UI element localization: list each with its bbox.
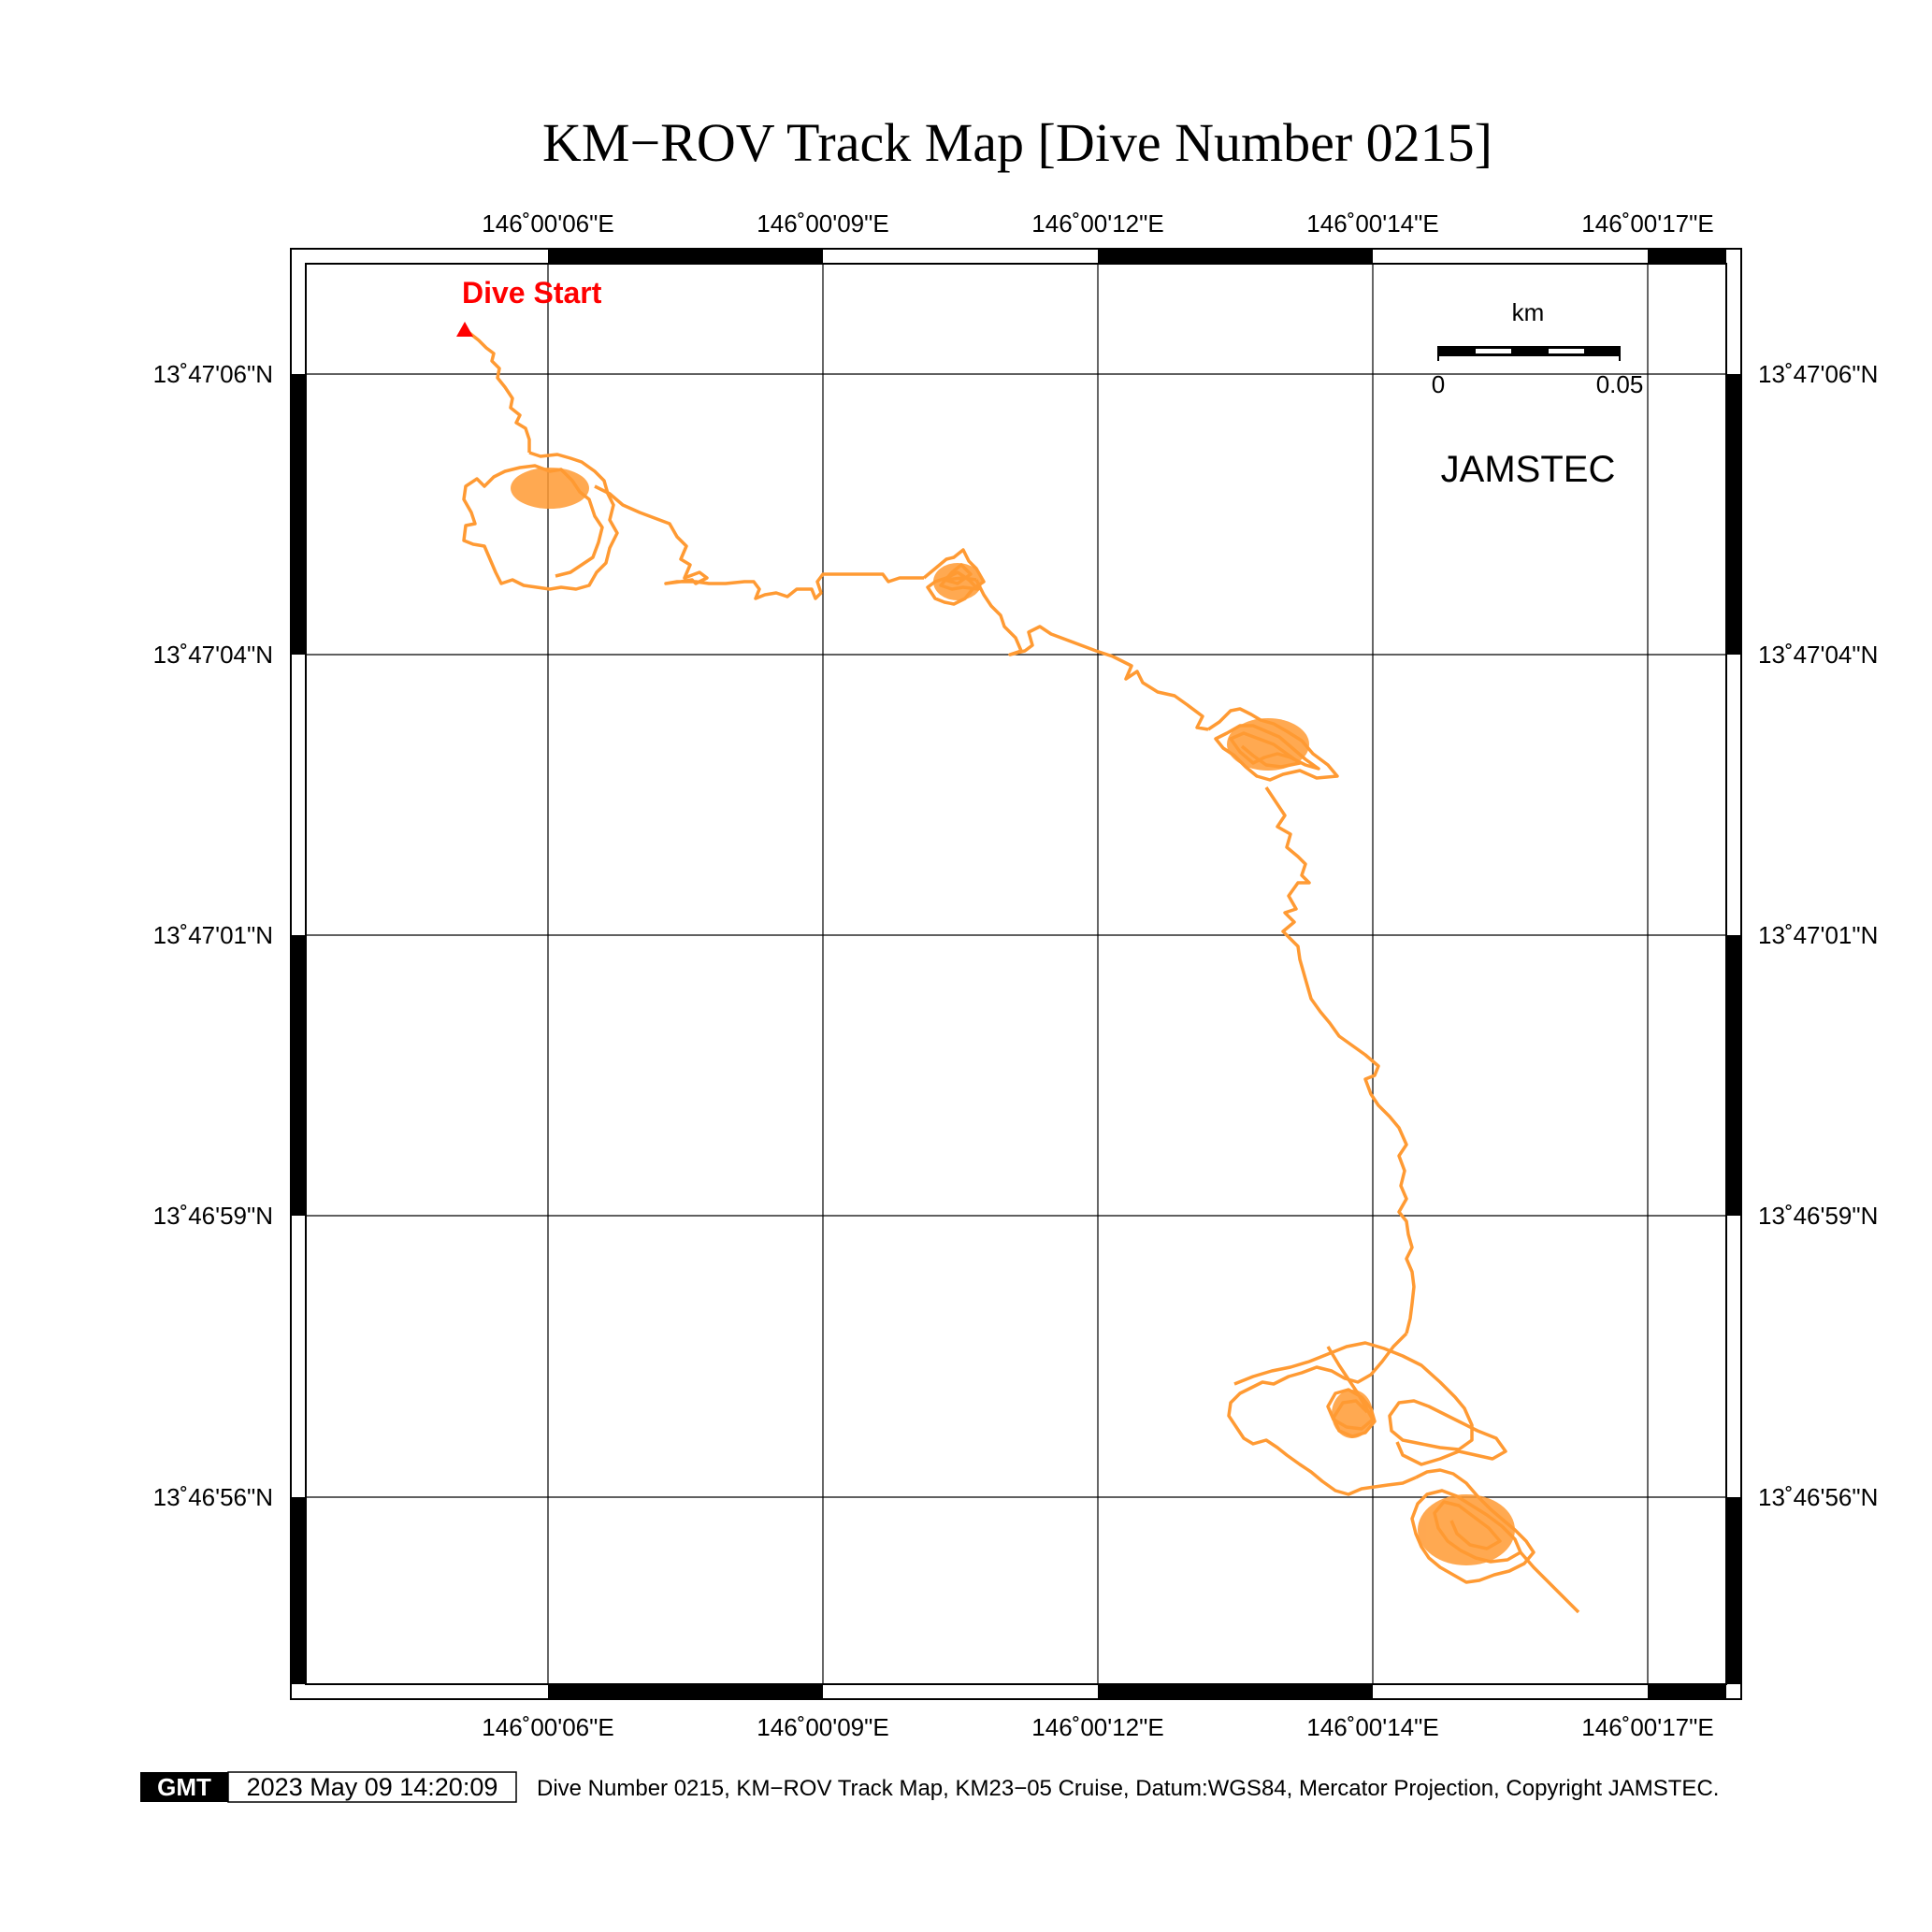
footer: GMT 2023 May 09 14:20:09 Dive Number 021…	[140, 1771, 1719, 1803]
gmt-logo: GMT	[140, 1772, 228, 1802]
scale-bar: km 0 0.05	[1432, 298, 1644, 398]
lon-label-top: 146˚00'17"E	[1581, 209, 1713, 238]
lat-label-right: 13˚47'04"N	[1758, 641, 1878, 669]
map-frame	[290, 248, 1742, 1700]
track-segment-transit-1	[594, 484, 924, 600]
lat-label-left: 13˚47'01"N	[153, 921, 273, 949]
lon-labels-bottom: 146˚00'06"E 146˚00'09"E 146˚00'12"E 146˚…	[482, 1713, 1713, 1741]
lon-label-bottom: 146˚00'06"E	[482, 1713, 613, 1741]
lat-label-right: 13˚47'01"N	[1758, 921, 1878, 949]
footer-timestamp: 2023 May 09 14:20:09	[247, 1773, 498, 1801]
track-segment-cluster-3	[1227, 1332, 1417, 1496]
jamstec-label: JAMSTEC	[1441, 449, 1616, 490]
lon-label-top: 146˚00'12"E	[1031, 209, 1163, 238]
scale-unit: km	[1512, 298, 1545, 326]
lon-label-bottom: 146˚00'12"E	[1031, 1713, 1163, 1741]
dive-start-marker: Dive Start	[456, 276, 602, 337]
lat-labels-left: 13˚47'06"N 13˚47'04"N 13˚47'01"N 13˚46'5…	[153, 360, 273, 1511]
track-segment-descent	[468, 331, 531, 453]
lat-label-left: 13˚46'56"N	[153, 1483, 273, 1511]
lat-label-right: 13˚47'06"N	[1758, 360, 1878, 388]
gmt-logo-text: GMT	[157, 1773, 211, 1801]
lat-label-right: 13˚46'59"N	[1758, 1202, 1878, 1230]
scale-min-label: 0	[1432, 370, 1445, 398]
lat-label-left: 13˚47'06"N	[153, 360, 273, 388]
lat-label-left: 13˚46'59"N	[153, 1202, 273, 1230]
dive-start-label: Dive Start	[462, 276, 602, 310]
track-segment-transit-3	[1264, 786, 1416, 1334]
lon-label-bottom: 146˚00'14"E	[1306, 1713, 1438, 1741]
lon-label-top: 146˚00'09"E	[757, 209, 888, 238]
lon-label-bottom: 146˚00'09"E	[757, 1713, 888, 1741]
lat-label-left: 13˚47'04"N	[153, 641, 273, 669]
footer-caption: Dive Number 0215, KM−ROV Track Map, KM23…	[537, 1776, 1719, 1801]
lat-label-right: 13˚46'56"N	[1758, 1483, 1878, 1511]
track-segment-transit-2	[974, 579, 1209, 731]
track-segment-cluster-3c	[1233, 1341, 1507, 1466]
track-segment-final	[1519, 1550, 1580, 1614]
lon-labels-top: 146˚00'06"E 146˚00'09"E 146˚00'12"E 146˚…	[482, 209, 1713, 238]
lon-label-top: 146˚00'06"E	[482, 209, 613, 238]
scale-max-label: 0.05	[1596, 370, 1644, 398]
start-triangle-icon	[456, 322, 473, 337]
lat-labels-right: 13˚47'06"N 13˚47'04"N 13˚47'01"N 13˚46'5…	[1758, 360, 1878, 1511]
track-dense-areas	[511, 468, 1515, 1565]
lon-label-bottom: 146˚00'17"E	[1581, 1713, 1713, 1741]
lon-label-top: 146˚00'14"E	[1306, 209, 1438, 238]
map-title: KM−ROV Track Map [Dive Number 0215]	[542, 112, 1492, 173]
rov-track	[462, 331, 1580, 1614]
